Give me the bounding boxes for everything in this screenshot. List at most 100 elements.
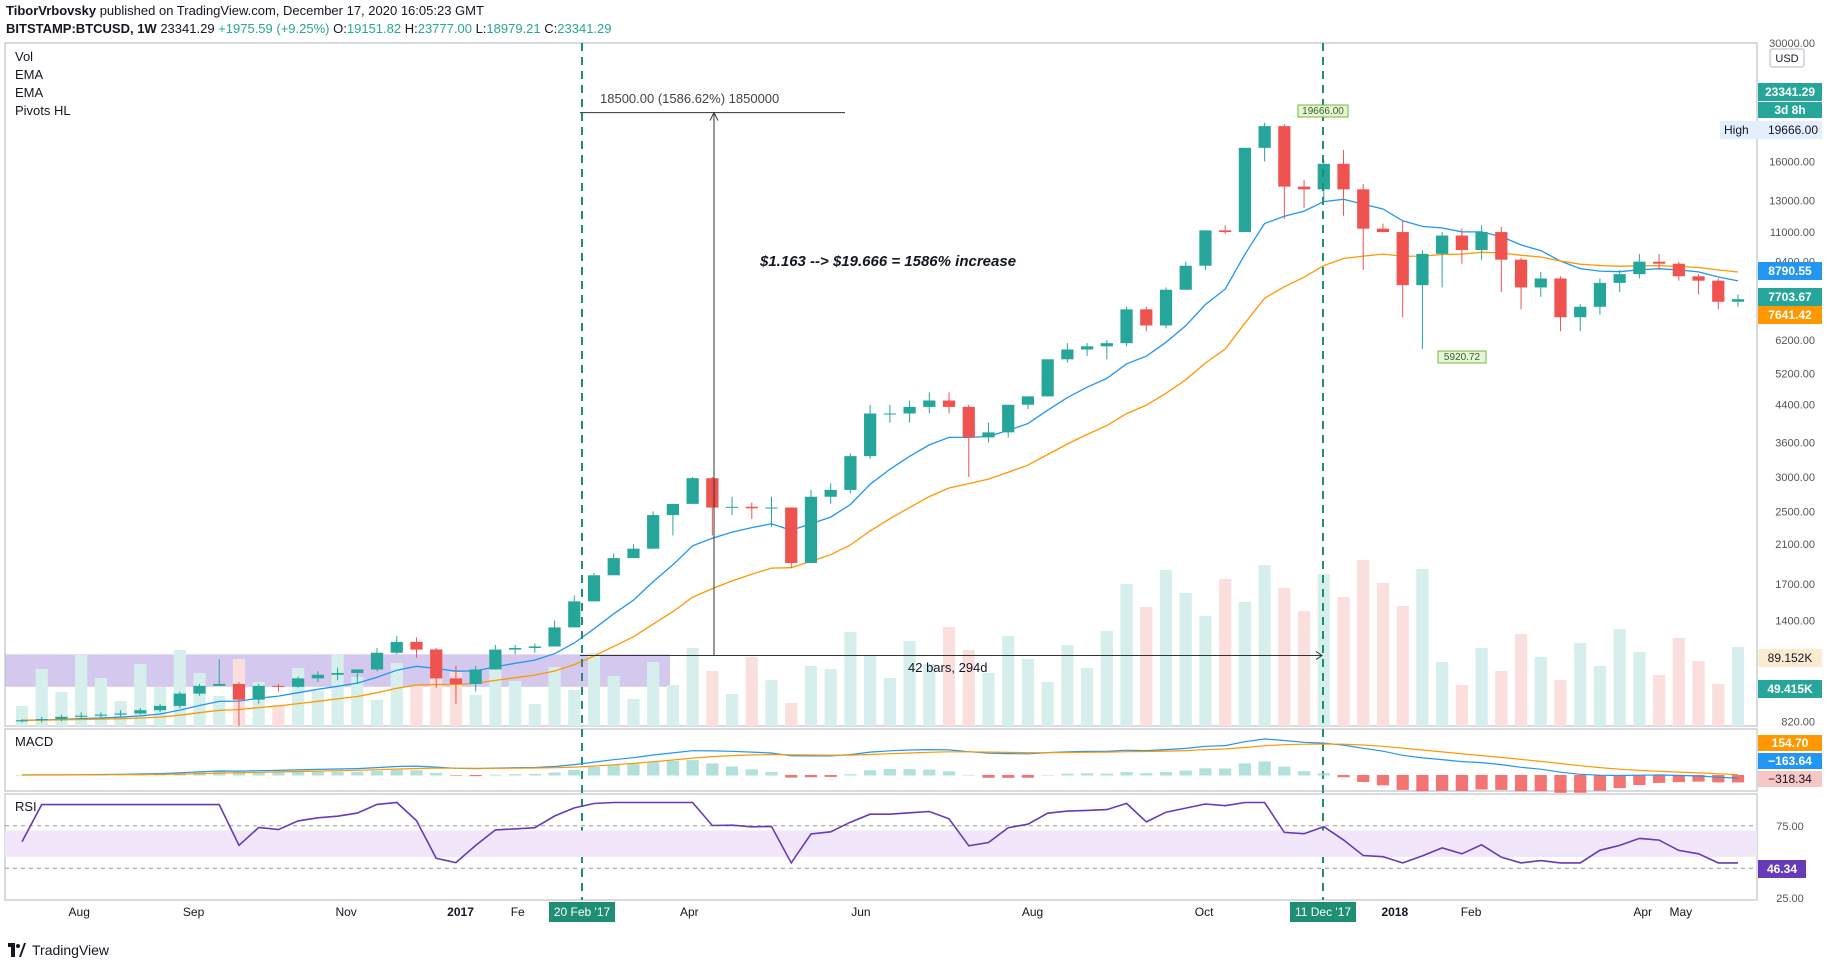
volume-bar — [844, 632, 857, 726]
macd-signal-line — [22, 743, 1739, 776]
volume-bar — [1179, 593, 1192, 726]
volume-bar — [1219, 579, 1232, 726]
volume-bar — [686, 648, 699, 726]
indicator-ema-fast[interactable]: EMA — [15, 67, 44, 82]
macd-histogram-bar — [864, 770, 877, 776]
volume-bar — [489, 658, 502, 726]
volume-bar — [1436, 662, 1449, 726]
volume-bar — [1692, 661, 1705, 726]
volume-bar — [1495, 671, 1508, 726]
candle — [1495, 226, 1508, 293]
rsi-title[interactable]: RSI — [15, 799, 37, 814]
candle-body — [75, 715, 88, 717]
candle-body — [864, 413, 877, 457]
macd-histogram-bar — [1258, 761, 1271, 776]
indicator-pivots[interactable]: Pivots HL — [15, 103, 71, 118]
candle-body — [962, 406, 975, 438]
candle-body — [647, 515, 660, 549]
candle — [883, 404, 896, 423]
candle — [1475, 225, 1488, 260]
indicator-vol[interactable]: Vol — [15, 49, 33, 64]
volume-bar — [94, 678, 108, 726]
candle-body — [1357, 189, 1370, 229]
price-tick: 13000.00 — [1769, 196, 1815, 208]
candle-body — [1199, 230, 1212, 266]
volume-bar — [1278, 588, 1291, 726]
candle-body — [686, 478, 699, 504]
macd-histogram-bar — [1061, 773, 1074, 776]
candle — [193, 683, 206, 696]
macd-histogram-bar — [331, 771, 344, 776]
macd-tag-2-bg — [1758, 753, 1822, 769]
candle-body — [1140, 309, 1153, 326]
high-value: 23777.00 — [417, 21, 472, 36]
macd-histogram-bar — [548, 772, 561, 776]
volume-bar — [1041, 682, 1054, 726]
candle — [252, 683, 265, 704]
volume-bar — [370, 700, 384, 726]
candle — [1514, 257, 1528, 310]
macd-histogram-bar — [1120, 772, 1133, 776]
macd-histogram-bar — [647, 761, 660, 776]
unit-box[interactable] — [1769, 48, 1805, 68]
tag-last: 23341.29 — [1765, 85, 1815, 99]
candle — [1731, 294, 1745, 307]
candle-body — [1495, 232, 1508, 260]
macd-histogram-bar — [765, 771, 778, 776]
time-tick: Aug — [69, 905, 90, 919]
candle-body — [804, 496, 818, 563]
candle — [292, 676, 305, 688]
candle — [1080, 343, 1094, 356]
candle-body — [1080, 346, 1094, 350]
candle — [1199, 230, 1212, 270]
macd-histogram-bar — [1357, 775, 1370, 782]
unit-label: USD — [1775, 53, 1798, 65]
macd-histogram-bar — [1574, 775, 1587, 793]
low-value: 18979.21 — [486, 21, 541, 36]
symbol-header: BITSTAMP:BTCUSD, 1W 23341.29 +1975.59 (+… — [6, 21, 612, 36]
macd-title[interactable]: MACD — [15, 734, 53, 749]
time-marker-right-bg — [1290, 902, 1356, 922]
candle — [1002, 404, 1015, 438]
macd-histogram-bar — [351, 771, 364, 776]
tag-high-bg — [1720, 121, 1822, 139]
candle — [1278, 124, 1291, 219]
candle-body — [1574, 306, 1587, 318]
volume-bar — [627, 699, 640, 726]
macd-histogram-bar — [607, 764, 620, 776]
candle — [1357, 183, 1370, 270]
symbol-label[interactable]: BITSTAMP:BTCUSD, 1W — [6, 21, 157, 36]
candle — [1100, 340, 1113, 360]
candle — [1120, 306, 1133, 347]
volume-bar — [903, 641, 916, 726]
footer-brand[interactable]: TradingView — [8, 942, 109, 958]
macd-histogram-bar — [1278, 766, 1291, 776]
macd-histogram-bar — [311, 771, 324, 776]
volume-bar — [173, 650, 186, 726]
candle-body — [1041, 359, 1054, 397]
macd-histogram-bar — [1436, 775, 1449, 791]
author-name[interactable]: TiborVrbovsky — [6, 3, 97, 18]
close-label: C: — [544, 21, 558, 36]
macd-histogram-bar — [1238, 763, 1252, 776]
price-tick: 2500.00 — [1775, 506, 1815, 518]
macd-histogram-bar — [1633, 775, 1646, 786]
macd-tag-2: −163.64 — [1768, 754, 1812, 768]
macd-histogram-bar — [1593, 775, 1607, 791]
candle — [489, 644, 502, 670]
candle-body — [489, 649, 502, 670]
candle — [449, 665, 463, 704]
indicator-ema-slow[interactable]: EMA — [15, 85, 44, 100]
candle — [1712, 278, 1725, 310]
time-tick: Sep — [183, 905, 205, 919]
pivot-high-box — [1297, 104, 1349, 118]
candle-body — [1396, 232, 1409, 286]
macd-line — [21, 738, 1739, 779]
candle — [864, 404, 877, 459]
volume-bar — [351, 677, 364, 726]
candle-body — [1475, 232, 1488, 251]
candle-body — [1337, 163, 1350, 190]
tag-vol-ma: 89.152K — [1768, 651, 1813, 665]
candle-body — [666, 503, 680, 516]
